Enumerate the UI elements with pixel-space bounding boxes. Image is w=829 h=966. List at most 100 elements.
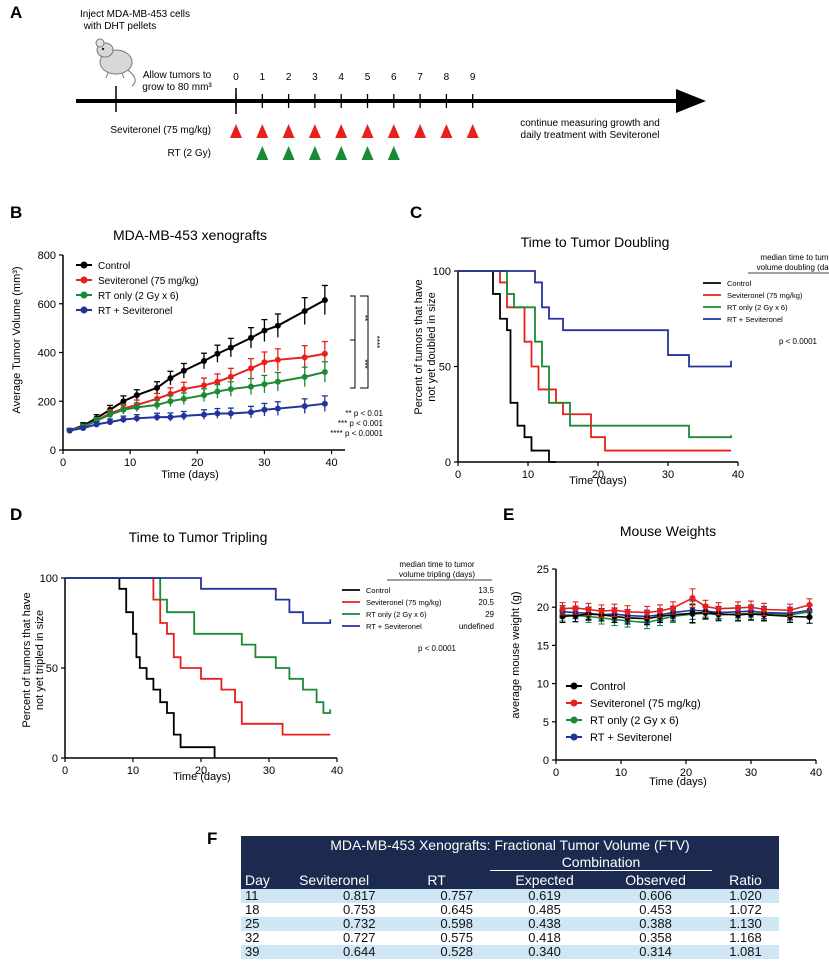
legend-label: RT + Seviteronel	[98, 306, 172, 317]
table-header-seviteronel: Seviteronel	[295, 870, 424, 889]
rt-dose-marker	[308, 146, 321, 160]
data-point	[806, 614, 813, 621]
data-point	[214, 350, 221, 357]
seviteronel-dose-marker	[230, 124, 242, 138]
legend-label: RT only (2 Gy x 6)	[590, 715, 679, 727]
rt-dose-marker	[335, 146, 348, 160]
legend-median: 13.5	[478, 586, 494, 595]
ylabel-line-2: not yet tripled in size	[34, 610, 46, 710]
data-point	[154, 401, 160, 408]
legend-label: RT only (2 Gy x 6)	[727, 303, 788, 312]
significance-stars: **	[360, 315, 369, 321]
rt-dose-marker	[361, 146, 374, 160]
chart-tumor-volume: MDA-MB-453 xenografts Time (days) Averag…	[11, 227, 384, 481]
data-point	[133, 392, 140, 399]
seviteronel-dose-marker	[282, 124, 295, 138]
data-point	[201, 358, 207, 365]
chart-c-xlabel: Time (days)	[569, 475, 627, 487]
data-point	[598, 608, 605, 615]
legend-label: RT + Seviteronel	[366, 622, 422, 631]
rt-dose-marker	[282, 146, 295, 160]
data-point	[624, 608, 631, 615]
table-cell: 0.314	[599, 945, 712, 959]
chart-b-y-tick-label: 800	[38, 250, 56, 262]
chart-e-y-tick-label: 25	[537, 564, 549, 576]
legend-header-1: median time to tumor	[760, 253, 829, 262]
table-header-day: Day	[241, 870, 296, 889]
data-point	[585, 606, 592, 613]
table-cell: 0.732	[295, 917, 424, 931]
chart-d-title: Time to Tumor Tripling	[129, 529, 268, 545]
legend-swatch-dot	[80, 291, 88, 299]
seviteronel-dose-marker	[335, 124, 348, 138]
data-point	[274, 378, 281, 385]
inject-text-1: Inject MDA-MB-453 cells	[80, 9, 190, 20]
chart-d-x-tick-label: 20	[195, 765, 207, 777]
significance-stars: ****	[372, 336, 381, 348]
day-tick-label: 1	[260, 72, 266, 83]
chart-e-x-tick-label: 10	[615, 767, 627, 779]
legend-label: Seviteronel (75 mg/kg)	[590, 698, 701, 710]
legend-label: Control	[366, 586, 391, 595]
chart-d-x-tick-label: 10	[127, 765, 139, 777]
chart-e-title: Mouse Weights	[620, 523, 716, 539]
data-point	[66, 427, 73, 434]
data-point	[120, 398, 127, 405]
day-tick-label: 2	[286, 72, 292, 83]
data-point	[787, 607, 793, 614]
chart-b-y-tick-label: 0	[50, 445, 56, 457]
data-point	[274, 356, 281, 363]
data-point	[227, 386, 234, 393]
panel-label-e: E	[503, 505, 514, 524]
day-tick-label: 4	[338, 72, 344, 83]
table-cell: 0.575	[423, 931, 490, 945]
table-row: 25 0.732 0.598 0.438 0.388 1.130	[241, 917, 779, 931]
legend-median: 29	[485, 610, 494, 619]
table-cell: 0.619	[490, 889, 600, 903]
data-point	[715, 605, 722, 612]
table-cell: 18	[241, 903, 296, 917]
data-point	[107, 411, 113, 418]
table-cell: 0.644	[295, 945, 424, 959]
table-header-ratio: Ratio	[712, 870, 779, 889]
table-header-observed: Observed	[599, 870, 712, 889]
seviteronel-dose-marker	[466, 124, 479, 138]
table-cell: 11	[241, 889, 296, 903]
data-point	[761, 606, 767, 613]
data-point	[689, 610, 696, 617]
legend-median: 20.5	[478, 598, 494, 607]
data-point	[274, 322, 281, 329]
chart-b-x-tick-label: 20	[191, 457, 203, 469]
data-point	[321, 369, 328, 375]
seviteronel-dose-marker	[414, 124, 427, 138]
table-cell: 0.388	[599, 917, 712, 931]
ylabel-line-1: Percent of tumors that have	[21, 592, 33, 727]
data-point	[227, 410, 234, 417]
ylabel-line-1: Percent of tumors that have	[413, 279, 425, 414]
data-point	[227, 373, 234, 380]
chart-b-xlabel: Time (days)	[161, 469, 219, 481]
seviteronel-dose-marker	[361, 124, 374, 138]
chart-c-x-tick-label: 20	[592, 469, 604, 481]
chart-b-x-tick-label: 40	[325, 457, 337, 469]
chart-mouse-weights: Mouse Weights Time (days) average mouse …	[510, 523, 822, 788]
data-point	[261, 406, 268, 413]
table-header-expected: Expected	[490, 870, 600, 889]
chart-d-y-tick-label: 50	[46, 663, 58, 675]
chart-e-y-tick-label: 5	[543, 717, 549, 729]
chart-c-y-tick-label: 0	[445, 457, 451, 469]
data-point	[133, 415, 140, 422]
table-cell: 25	[241, 917, 296, 931]
chart-d-y-tick-label: 0	[52, 753, 58, 765]
data-point	[321, 400, 328, 407]
timeline-panel: Inject MDA-MB-453 cells with DHT pellets…	[76, 9, 706, 160]
day-tick-label: 9	[470, 72, 476, 83]
data-point	[644, 609, 650, 616]
day-tick-label: 7	[417, 72, 423, 83]
legend-label: Seviteronel (75 mg/kg)	[98, 276, 199, 287]
data-point	[611, 607, 618, 614]
chart-e-y-tick-label: 0	[543, 755, 549, 767]
data-point	[274, 405, 281, 412]
data-point	[154, 414, 160, 421]
km-curve-2	[65, 577, 331, 736]
